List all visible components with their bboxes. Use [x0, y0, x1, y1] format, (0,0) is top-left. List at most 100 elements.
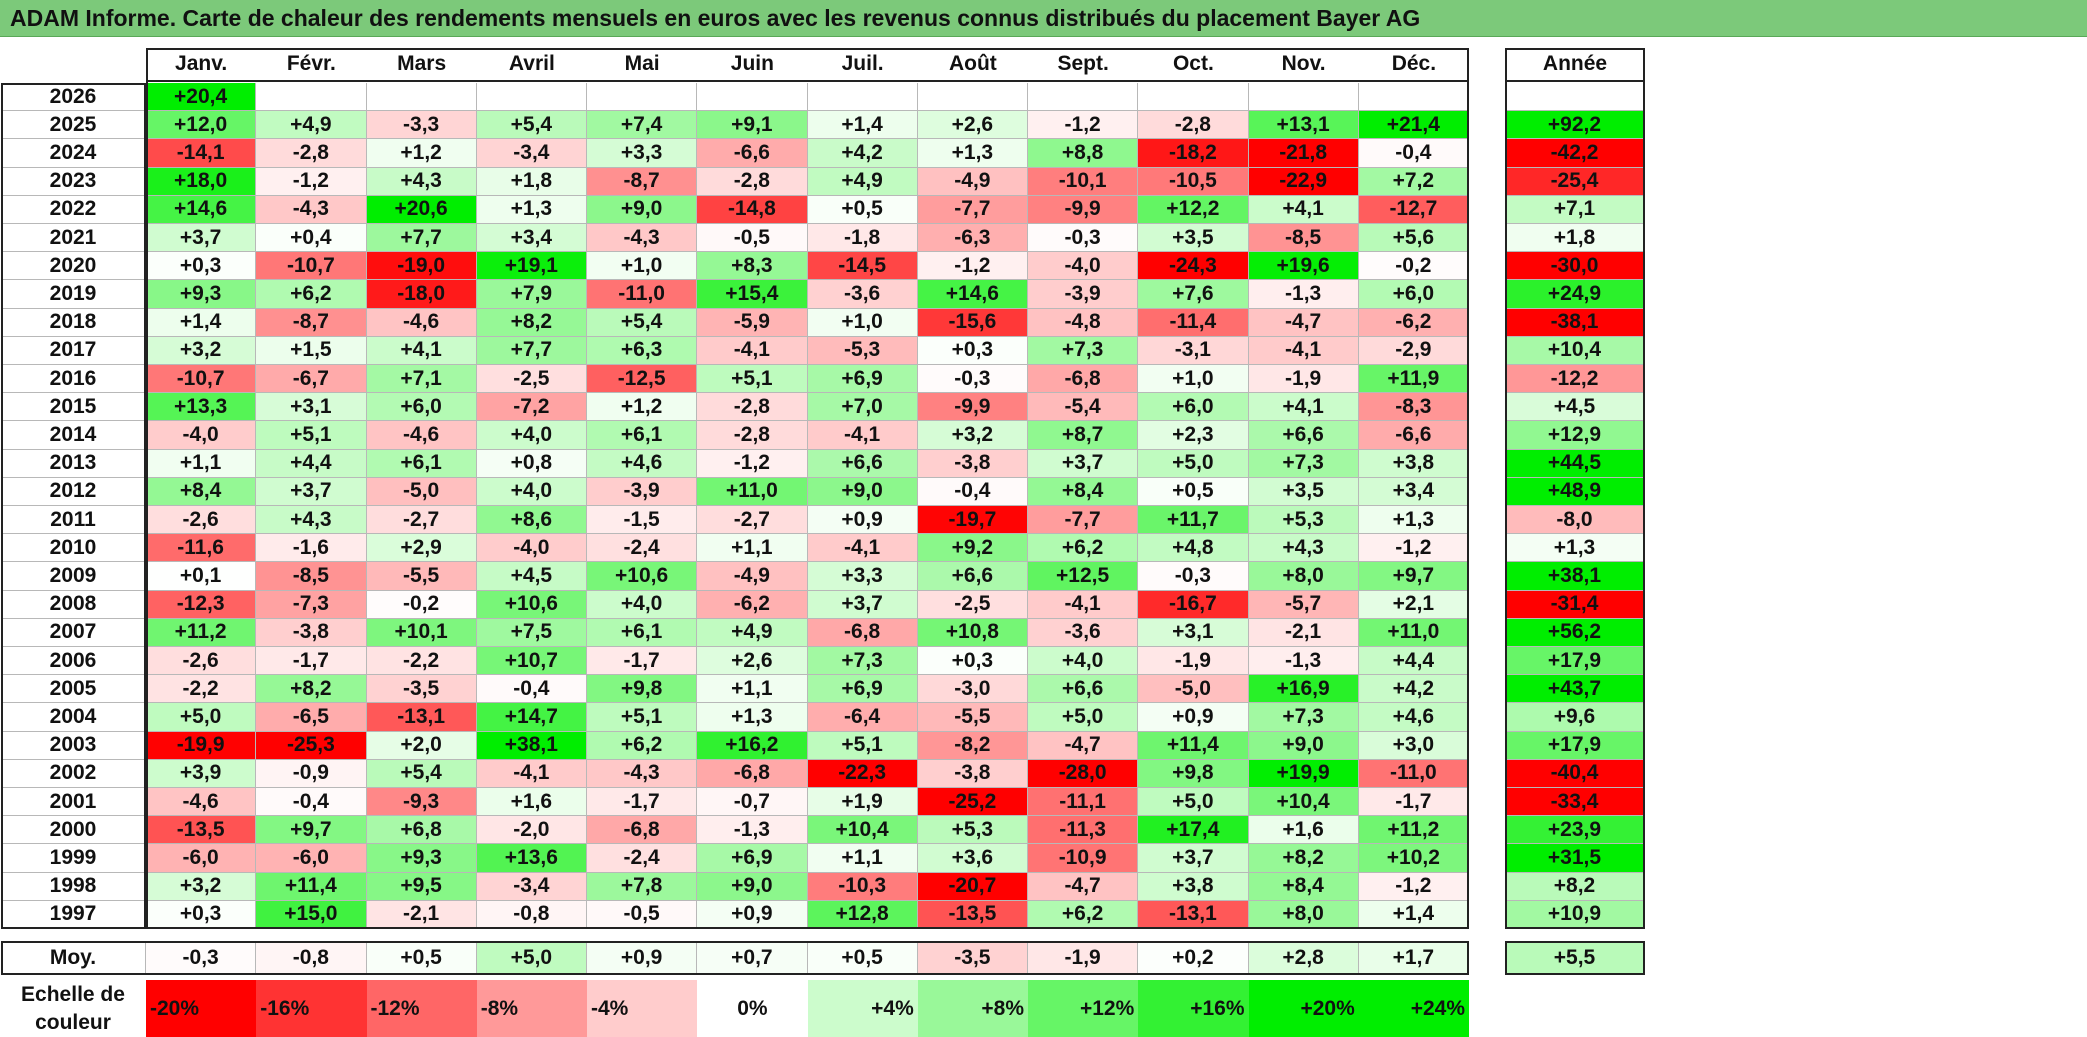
heatmap-cell: +7,0: [807, 393, 918, 422]
heatmap-cell: +3,4: [1358, 477, 1469, 506]
heatmap-cell: +9,2: [917, 534, 1028, 563]
heatmap-cell: +6,9: [807, 675, 918, 704]
color-scale-stop: +8%: [917, 980, 1028, 1037]
heatmap-cell: -10,9: [1028, 844, 1139, 873]
average-cell: +0,2: [1138, 941, 1249, 975]
heatmap-cell: +6,9: [807, 365, 918, 394]
heatmap-cell: +3,7: [1138, 844, 1249, 873]
heatmap-cell: +3,1: [256, 393, 367, 422]
year-label: 2015: [1, 393, 146, 422]
heatmap-cell: +4,3: [1248, 534, 1359, 563]
year-label: 2000: [1, 816, 146, 845]
year-label: 2007: [1, 618, 146, 647]
heatmap-cell: -1,2: [1028, 111, 1139, 140]
annual-cell: +38,1: [1505, 562, 1645, 591]
heatmap-cell: +9,7: [1358, 562, 1469, 591]
heatmap-cell: +8,4: [1028, 477, 1139, 506]
heatmap-cell: [697, 83, 808, 112]
heatmap-cell: -10,5: [1138, 167, 1249, 196]
year-label: 2021: [1, 224, 146, 253]
color-scale-stop: -12%: [366, 980, 477, 1037]
heatmap-cell: +15,0: [256, 900, 367, 929]
heatmap-cell: [1248, 83, 1359, 112]
heatmap-cell: -4,0: [146, 421, 257, 450]
heatmap-cell: +1,4: [807, 111, 918, 140]
year-label: 2022: [1, 195, 146, 224]
heatmap-cell: -2,8: [697, 393, 808, 422]
month-header-2: Févr.: [256, 48, 367, 82]
heatmap-cell: +9,8: [1138, 759, 1249, 788]
color-scale-label-line2: couleur: [35, 1010, 111, 1034]
annual-cell: +23,9: [1505, 816, 1645, 845]
annual-cell: -42,2: [1505, 139, 1645, 168]
annual-cell: [1505, 83, 1645, 112]
heatmap-cell: +6,0: [1138, 393, 1249, 422]
heatmap-cell: +7,6: [1138, 280, 1249, 309]
heatmap-cell: +7,2: [1358, 167, 1469, 196]
year-label: 2003: [1, 731, 146, 760]
heatmap-cell: -2,8: [697, 167, 808, 196]
heatmap-cell: +1,3: [917, 139, 1028, 168]
month-header-7: Juil.: [807, 48, 918, 82]
heatmap-cell: +8,7: [1028, 421, 1139, 450]
heatmap-cell: [917, 83, 1028, 112]
heatmap-cell: -11,4: [1138, 308, 1249, 337]
heatmap-cell: +17,4: [1138, 816, 1249, 845]
heatmap-cell: -13,5: [917, 900, 1028, 929]
heatmap-cell: +10,7: [476, 647, 587, 676]
heatmap-cell: -3,9: [587, 477, 698, 506]
heatmap-cell: +20,4: [146, 83, 257, 112]
heatmap-cell: [256, 83, 367, 112]
heatmap-cell: +5,3: [917, 816, 1028, 845]
heatmap-cell: -7,3: [256, 590, 367, 619]
heatmap-cell: -16,7: [1138, 590, 1249, 619]
heatmap-cell: +6,2: [256, 280, 367, 309]
heatmap-cell: +1,1: [807, 844, 918, 873]
heatmap-cell: +5,0: [146, 703, 257, 732]
color-scale-stop: -16%: [256, 980, 367, 1037]
heatmap-cell: -0,2: [1358, 252, 1469, 281]
heatmap-cell: +5,1: [807, 731, 918, 760]
heatmap-cell: +15,4: [697, 280, 808, 309]
heatmap-cell: +1,4: [146, 308, 257, 337]
heatmap-cell: -5,5: [917, 703, 1028, 732]
heatmap-cell: +0,1: [146, 562, 257, 591]
heatmap-cell: -0,3: [917, 365, 1028, 394]
heatmap-cell: +6,2: [587, 731, 698, 760]
heatmap-cell: +0,4: [256, 224, 367, 253]
annual-cell: +10,4: [1505, 336, 1645, 365]
year-label: 2001: [1, 788, 146, 817]
average-label: Moy.: [1, 941, 146, 975]
heatmap-cell: -0,3: [1028, 224, 1139, 253]
heatmap-cell: +4,0: [476, 477, 587, 506]
annual-header: Année: [1505, 48, 1645, 82]
year-label: 2019: [1, 280, 146, 309]
year-label: 1999: [1, 844, 146, 873]
heatmap-cell: +10,1: [366, 618, 477, 647]
year-label: 2023: [1, 167, 146, 196]
heatmap-cell: -4,3: [256, 195, 367, 224]
heatmap-cell: +6,1: [366, 449, 477, 478]
color-scale-label: Echelle de couleur: [0, 980, 146, 1037]
heatmap-cell: -6,8: [807, 618, 918, 647]
heatmap-cell: -4,1: [1028, 590, 1139, 619]
heatmap-cell: -11,0: [587, 280, 698, 309]
heatmap-cell: +7,5: [476, 618, 587, 647]
heatmap-cell: +3,8: [1138, 872, 1249, 901]
heatmap-cell: +5,1: [697, 365, 808, 394]
heatmap-cell: -2,6: [146, 647, 257, 676]
heatmap-cell: -22,9: [1248, 167, 1359, 196]
year-label: 2013: [1, 449, 146, 478]
annual-cell: +12,9: [1505, 421, 1645, 450]
heatmap-cell: -8,3: [1358, 393, 1469, 422]
heatmap-cell: +3,0: [1358, 731, 1469, 760]
annual-cell: +31,5: [1505, 844, 1645, 873]
heatmap-cell: +11,2: [1358, 816, 1469, 845]
year-label: 2020: [1, 252, 146, 281]
heatmap-cell: +1,6: [1248, 816, 1359, 845]
month-header-9: Sept.: [1028, 48, 1139, 82]
year-label: 1998: [1, 872, 146, 901]
heatmap-cell: +2,6: [917, 111, 1028, 140]
heatmap-cell: +9,0: [697, 872, 808, 901]
